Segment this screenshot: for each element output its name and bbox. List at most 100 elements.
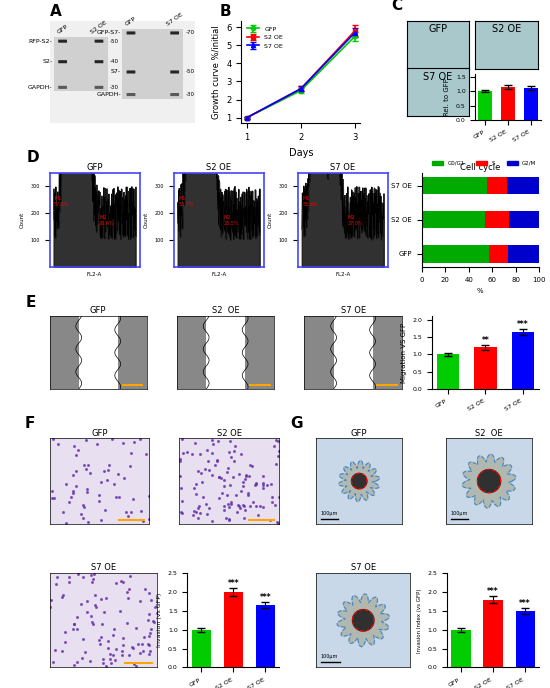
FancyBboxPatch shape xyxy=(170,32,179,34)
Point xyxy=(223,466,232,477)
Bar xyxy=(256,605,275,667)
Text: GFP-S7-: GFP-S7- xyxy=(96,30,121,36)
Bar xyxy=(501,87,515,120)
Point xyxy=(204,502,213,513)
Point xyxy=(98,657,107,668)
Point xyxy=(225,480,234,491)
Point xyxy=(96,639,104,650)
Point xyxy=(243,489,252,500)
Text: B: B xyxy=(220,3,232,19)
Point xyxy=(109,630,118,641)
Point xyxy=(252,479,261,490)
Point xyxy=(98,619,107,630)
Point xyxy=(233,499,242,510)
Bar xyxy=(483,600,503,667)
Text: S7 OE: S7 OE xyxy=(423,72,453,82)
Point xyxy=(205,464,214,475)
Point xyxy=(97,632,106,643)
Point xyxy=(103,636,112,647)
Point xyxy=(95,634,104,645)
Point xyxy=(197,477,206,488)
Point xyxy=(201,499,210,510)
Point xyxy=(79,513,87,524)
Y-axis label: Count: Count xyxy=(268,212,273,228)
Point xyxy=(51,579,60,590)
Point xyxy=(144,491,153,502)
Title: S7 OE: S7 OE xyxy=(91,563,116,572)
Text: G: G xyxy=(291,416,303,431)
Point xyxy=(274,492,283,503)
Point xyxy=(251,500,260,511)
Point xyxy=(108,434,117,445)
Point xyxy=(191,438,200,449)
Point xyxy=(116,606,124,617)
Point xyxy=(200,464,209,475)
Point xyxy=(251,477,260,488)
Point xyxy=(97,593,106,604)
FancyBboxPatch shape xyxy=(126,70,135,74)
Y-axis label: Rel. to GFP: Rel. to GFP xyxy=(444,78,450,116)
Polygon shape xyxy=(477,469,500,493)
Point xyxy=(219,474,228,485)
Point xyxy=(234,469,243,480)
Text: M1
53.7%: M1 53.7% xyxy=(178,196,194,207)
X-axis label: FL2-A: FL2-A xyxy=(211,272,226,277)
Title: S7 OE: S7 OE xyxy=(330,163,355,172)
Point xyxy=(246,460,255,471)
Point xyxy=(214,471,223,482)
Point xyxy=(194,503,202,514)
Point xyxy=(241,471,250,482)
Point xyxy=(118,645,127,656)
Point xyxy=(86,655,95,666)
Point xyxy=(195,508,204,519)
Point xyxy=(178,495,187,506)
FancyBboxPatch shape xyxy=(126,93,135,96)
Point xyxy=(70,660,79,671)
Bar xyxy=(452,630,471,667)
Point xyxy=(110,654,119,665)
Title: S7 OE: S7 OE xyxy=(351,563,376,572)
Point xyxy=(82,464,91,475)
Point xyxy=(131,660,140,671)
Point xyxy=(211,460,219,471)
Y-axis label: Invasion Index (vs GFP): Invasion Index (vs GFP) xyxy=(417,588,422,652)
Point xyxy=(207,515,216,526)
Legend: G0/G1, S, G2/M: G0/G1, S, G2/M xyxy=(430,158,538,168)
Point xyxy=(104,459,113,470)
Point xyxy=(46,602,54,613)
Point xyxy=(241,469,250,480)
Point xyxy=(230,445,239,456)
Text: F: F xyxy=(25,416,35,431)
Point xyxy=(230,441,239,452)
Title: S2  OE: S2 OE xyxy=(475,429,503,438)
Bar xyxy=(334,316,372,389)
Point xyxy=(83,606,92,617)
Point xyxy=(80,460,89,471)
Point xyxy=(219,504,228,515)
Point xyxy=(78,652,86,663)
Point xyxy=(213,436,222,447)
Point xyxy=(74,569,82,580)
Point xyxy=(241,473,250,484)
Point xyxy=(119,633,128,644)
FancyBboxPatch shape xyxy=(95,86,103,89)
Point xyxy=(268,491,277,502)
Text: GFP: GFP xyxy=(428,24,447,34)
Point xyxy=(223,498,232,509)
Point xyxy=(145,513,153,524)
FancyBboxPatch shape xyxy=(126,32,135,34)
Legend: GFP, S2 OE, S7 OE: GFP, S2 OE, S7 OE xyxy=(244,24,285,51)
Point xyxy=(196,449,205,460)
Text: GFP: GFP xyxy=(56,24,69,35)
Point xyxy=(89,569,98,580)
Point xyxy=(125,649,134,660)
Point xyxy=(122,618,131,629)
Point xyxy=(115,492,124,503)
Point xyxy=(47,594,56,605)
Point xyxy=(103,642,112,653)
Text: -70: -70 xyxy=(185,30,195,36)
Point xyxy=(130,658,139,669)
Text: ***: *** xyxy=(517,321,529,330)
Point xyxy=(222,513,230,524)
Point xyxy=(249,496,258,507)
